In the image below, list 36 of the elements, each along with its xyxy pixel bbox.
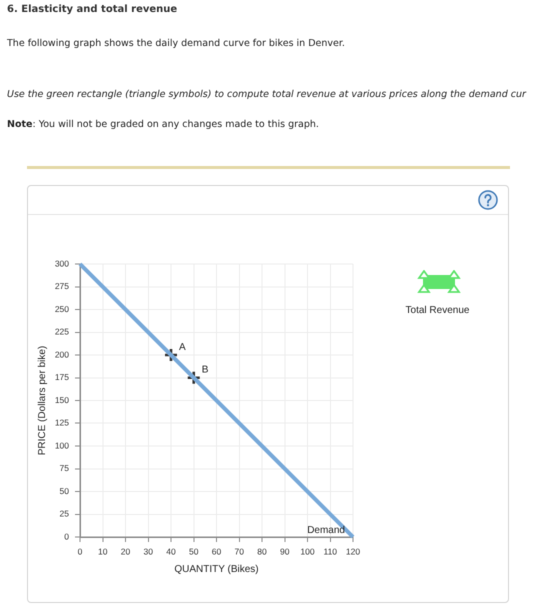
annotation: B — [202, 364, 209, 376]
x-tick-label: 120 — [346, 546, 360, 556]
text: Total Revenue — [404, 305, 470, 316]
y-tick-label: 25 — [60, 508, 70, 519]
y-tick-label: 0 — [64, 531, 70, 542]
x-tick-label: 50 — [189, 546, 199, 556]
x-tick-label: 90 — [280, 546, 290, 556]
x-axis-title: QUANTITY (Bikes) — [174, 564, 259, 575]
y-axis-title: PRICE (Dollars per bike) — [36, 346, 48, 456]
x-tick-label: 0 — [78, 546, 83, 556]
y-tick-label: 100 — [54, 440, 70, 450]
x-tick-label: 70 — [234, 546, 244, 556]
chart-subtitle: The following graph shows the daily demand curve for bikes in Denver. — [7, 38, 345, 49]
x-tick-label: 30 — [144, 546, 154, 556]
y-tick-label: 50 — [60, 486, 70, 496]
y-tick-label: 200 — [54, 349, 70, 360]
y-tick-label: 175 — [54, 372, 70, 382]
y-tick-label: 250 — [54, 304, 70, 314]
y-tick-label: 150 — [54, 394, 70, 405]
x-tick-label: 40 — [166, 546, 176, 556]
y-tick-label: 300 — [54, 258, 70, 268]
y-tick-label: 275 — [54, 281, 70, 292]
x-tick-label: 80 — [257, 546, 267, 556]
chart-title: 6. Elasticity and total revenue — [7, 4, 178, 15]
series-label: Demand — [307, 525, 345, 536]
y-tick-label: 75 — [60, 463, 70, 474]
x-tick-label: 60 — [212, 546, 222, 556]
text: Use the green rectangle (triangle symbols) to compute total revenue at various prices along the demand cur — [7, 88, 528, 101]
x-tick-label: 20 — [120, 546, 130, 556]
x-tick-label: 10 — [98, 546, 108, 556]
annotation: A — [179, 342, 186, 353]
x-tick-label: 100 — [300, 546, 315, 556]
x-tick-label: 110 — [323, 546, 338, 556]
text: Note: You will not be graded on any changes made to this graph. — [7, 119, 319, 130]
y-tick-label: 225 — [54, 326, 70, 337]
y-tick-label: 125 — [54, 418, 70, 428]
